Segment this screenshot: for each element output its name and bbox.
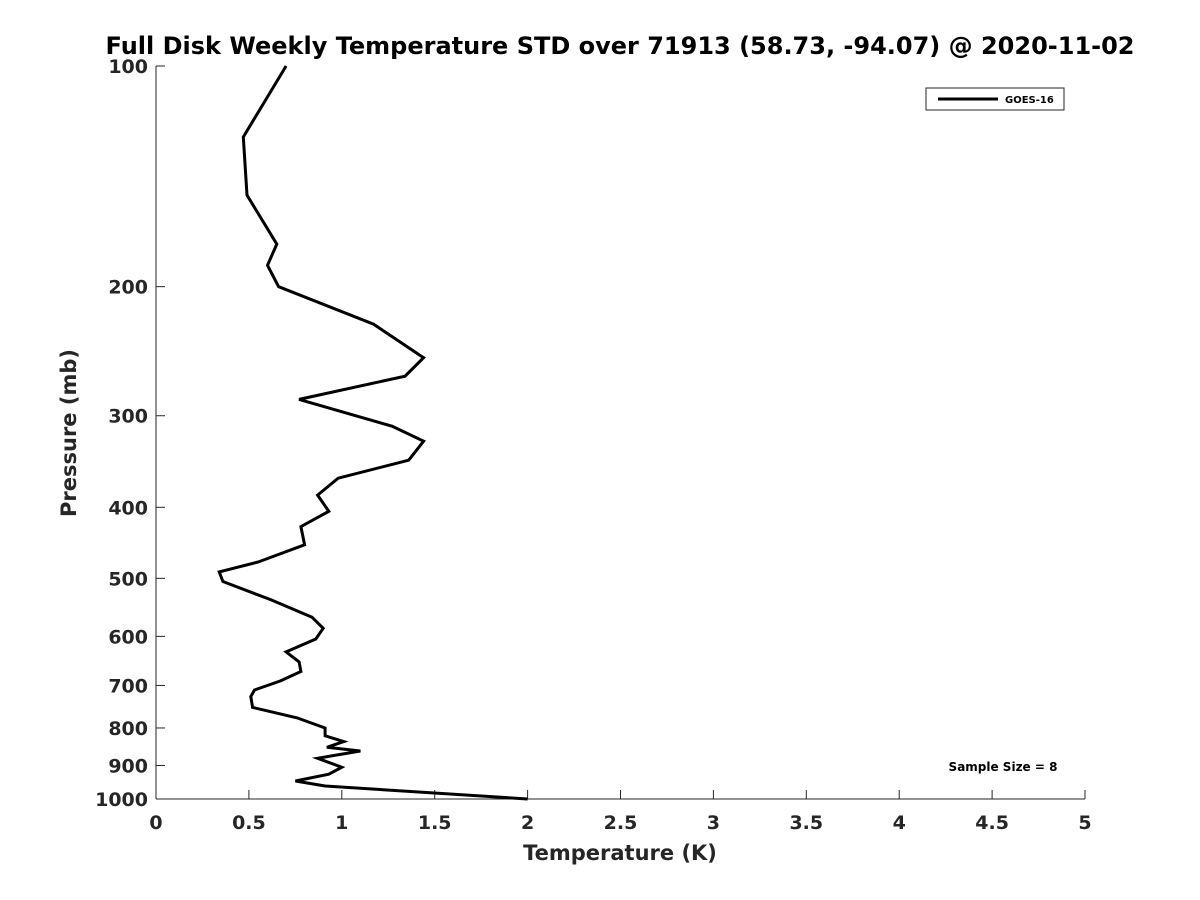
x-tick-label: 0.5 — [232, 812, 266, 834]
y-tick-label: 700 — [108, 675, 148, 697]
chart-title: Full Disk Weekly Temperature STD over 71… — [106, 32, 1135, 60]
axes — [155, 66, 1085, 800]
x-tick-label: 4.5 — [975, 812, 1009, 834]
x-tick-label: 1 — [335, 812, 348, 834]
y-tick-label: 100 — [108, 56, 148, 78]
sample-size-annotation: Sample Size = 8 — [949, 760, 1058, 774]
y-tick-label: 900 — [108, 755, 148, 777]
y-tick-label: 500 — [108, 568, 148, 590]
series-layer — [217, 65, 528, 801]
y-tick-label: 200 — [108, 277, 148, 299]
legend-label-goes-16: GOES-16 — [1005, 95, 1054, 106]
y-tick-label: 300 — [108, 406, 148, 428]
x-tick-label: 5 — [1078, 812, 1091, 834]
legend: GOES-16 — [925, 87, 1065, 111]
x-tick-label: 1.5 — [418, 812, 452, 834]
x-tick-label: 2.5 — [604, 812, 638, 834]
x-tick-label: 3.5 — [789, 812, 823, 834]
x-tick-label: 2 — [521, 812, 534, 834]
x-tick-label: 3 — [707, 812, 720, 834]
x-axis-label: Temperature (K) — [523, 841, 717, 865]
y-tick-label: 800 — [108, 718, 148, 740]
x-axis-ticks: 0 0.5 1 1.5 2 2.5 3 3.5 4 4.5 5 — [149, 790, 1092, 834]
y-tick-label: 600 — [108, 626, 148, 648]
x-tick-label: 4 — [893, 812, 906, 834]
y-tick-label: 400 — [108, 497, 148, 519]
x-tick-label: 0 — [149, 812, 162, 834]
y-tick-label: 1000 — [95, 789, 148, 811]
y-axis-label: Pressure (mb) — [57, 349, 81, 517]
series-line-goes-16 — [217, 65, 528, 801]
y-axis-ticks: 100 200 300 400 500 600 700 800 900 1000 — [95, 56, 165, 811]
